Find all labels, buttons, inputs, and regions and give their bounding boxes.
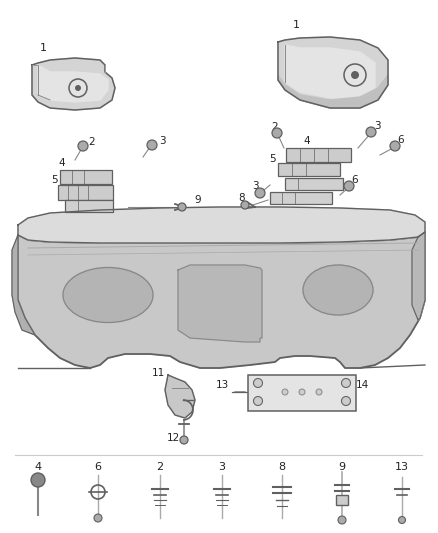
Circle shape — [338, 516, 346, 524]
Polygon shape — [412, 232, 425, 320]
Circle shape — [78, 141, 88, 151]
Polygon shape — [278, 37, 388, 108]
Text: 10: 10 — [343, 290, 357, 300]
Bar — [336, 495, 348, 505]
Circle shape — [254, 397, 262, 406]
Circle shape — [178, 203, 186, 211]
Circle shape — [342, 397, 350, 406]
Text: 7: 7 — [277, 168, 283, 178]
Text: 9: 9 — [194, 195, 201, 205]
Ellipse shape — [303, 265, 373, 315]
Polygon shape — [178, 265, 262, 342]
Circle shape — [254, 378, 262, 387]
Text: 11: 11 — [152, 368, 165, 378]
Circle shape — [31, 473, 45, 487]
Text: 6: 6 — [398, 135, 404, 145]
Polygon shape — [18, 207, 425, 243]
Text: 3: 3 — [252, 181, 258, 191]
Circle shape — [180, 436, 188, 444]
Bar — [65, 200, 113, 212]
Polygon shape — [278, 75, 388, 108]
Circle shape — [366, 127, 376, 137]
Circle shape — [316, 389, 322, 395]
Text: 2: 2 — [272, 122, 278, 132]
Text: 12: 12 — [166, 433, 180, 443]
Text: 1: 1 — [293, 20, 300, 30]
Text: 6: 6 — [95, 462, 102, 472]
Circle shape — [272, 128, 282, 138]
Text: 8: 8 — [239, 193, 245, 203]
Text: 5: 5 — [52, 175, 58, 185]
Text: 8: 8 — [279, 462, 286, 472]
Polygon shape — [38, 65, 108, 102]
Text: 6: 6 — [352, 175, 358, 185]
Circle shape — [342, 378, 350, 387]
Text: 5: 5 — [268, 154, 276, 164]
Circle shape — [94, 514, 102, 522]
Text: 2: 2 — [156, 462, 163, 472]
Text: 3: 3 — [374, 121, 380, 131]
Circle shape — [241, 201, 249, 209]
Text: 7: 7 — [57, 191, 64, 201]
Polygon shape — [32, 58, 115, 110]
Polygon shape — [12, 235, 35, 335]
Text: 13: 13 — [395, 462, 409, 472]
Circle shape — [351, 71, 359, 79]
Circle shape — [399, 516, 406, 523]
Bar — [58, 185, 113, 200]
Text: 3: 3 — [159, 136, 165, 146]
Text: 9: 9 — [339, 462, 346, 472]
Text: 4: 4 — [59, 158, 65, 168]
Text: 1: 1 — [39, 43, 46, 53]
Ellipse shape — [63, 268, 153, 322]
Circle shape — [344, 181, 354, 191]
Circle shape — [282, 389, 288, 395]
Circle shape — [390, 141, 400, 151]
Text: 4: 4 — [35, 462, 42, 472]
Polygon shape — [285, 45, 375, 98]
Polygon shape — [165, 375, 195, 418]
Bar — [285, 178, 343, 190]
Text: 13: 13 — [215, 380, 229, 390]
Circle shape — [299, 389, 305, 395]
Polygon shape — [18, 207, 425, 243]
Polygon shape — [18, 232, 425, 368]
Text: 14: 14 — [355, 380, 369, 390]
Bar — [60, 170, 112, 184]
Circle shape — [255, 188, 265, 198]
Text: 2: 2 — [88, 137, 95, 147]
Bar — [248, 375, 356, 411]
Text: 4: 4 — [304, 136, 310, 146]
Circle shape — [147, 140, 157, 150]
Bar — [270, 192, 332, 204]
Bar — [278, 163, 340, 176]
Text: 3: 3 — [219, 462, 226, 472]
Circle shape — [75, 85, 81, 91]
Bar — [286, 148, 351, 162]
